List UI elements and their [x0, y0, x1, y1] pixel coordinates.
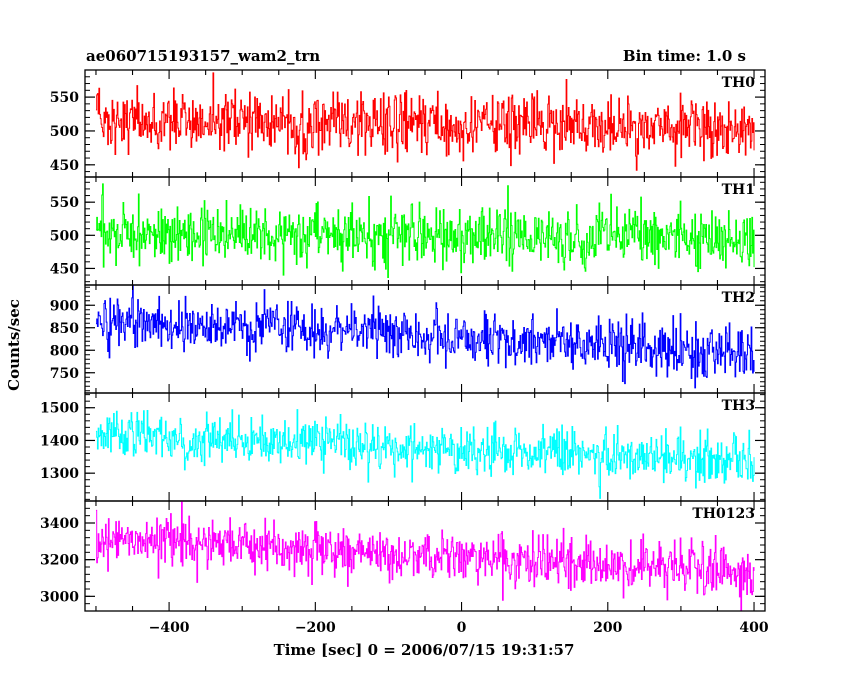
- y-tick-label: 450: [50, 261, 79, 277]
- x-tick-label: −400: [149, 620, 190, 636]
- y-tick-label: 3400: [40, 516, 79, 532]
- panel-label-th0: TH0: [722, 75, 756, 91]
- x-tick-label: 400: [739, 620, 768, 636]
- y-tick-label: 1400: [40, 433, 79, 449]
- chart-title-right: Bin time: 1.0 s: [623, 47, 746, 65]
- y-tick-label: 550: [50, 90, 79, 106]
- panel-label-th2: TH2: [722, 290, 755, 306]
- series-line-th0123: [95, 501, 755, 611]
- panels-group: TH0 450 500 550 TH1 450 500 550 TH2 750 800 850 900 T…: [40, 69, 769, 636]
- y-tick-label: 550: [50, 195, 79, 211]
- series-line-th2: [95, 285, 755, 389]
- y-tick-label: 750: [50, 366, 79, 382]
- x-axis-label: Time [sec] 0 = 2006/07/15 19:31:57: [274, 641, 575, 659]
- x-tick-label: 200: [593, 620, 622, 636]
- panel-label-th0123: TH0123: [692, 506, 755, 522]
- y-tick-label: 900: [50, 298, 79, 314]
- series-line-th3: [95, 409, 755, 499]
- panel-label-th3: TH3: [722, 398, 755, 414]
- y-tick-label: 3000: [40, 589, 79, 605]
- y-tick-label: 500: [50, 228, 79, 244]
- panel-label-th1: TH1: [722, 182, 755, 198]
- y-tick-label: 800: [50, 343, 79, 359]
- x-tick-label: −200: [295, 620, 336, 636]
- y-axis-label: Counts/sec: [5, 299, 23, 391]
- x-tick-label: 0: [457, 620, 467, 636]
- y-tick-label: 500: [50, 124, 79, 140]
- y-tick-label: 850: [50, 321, 79, 337]
- y-tick-label: 450: [50, 158, 79, 174]
- chart-title-left: ae060715193157_wam2_trn: [86, 47, 320, 65]
- y-tick-label: 3200: [40, 553, 79, 569]
- series-line-th0: [95, 72, 755, 171]
- y-tick-label: 1500: [40, 401, 79, 417]
- y-tick-label: 1300: [40, 466, 79, 482]
- series-line-th1: [95, 183, 755, 279]
